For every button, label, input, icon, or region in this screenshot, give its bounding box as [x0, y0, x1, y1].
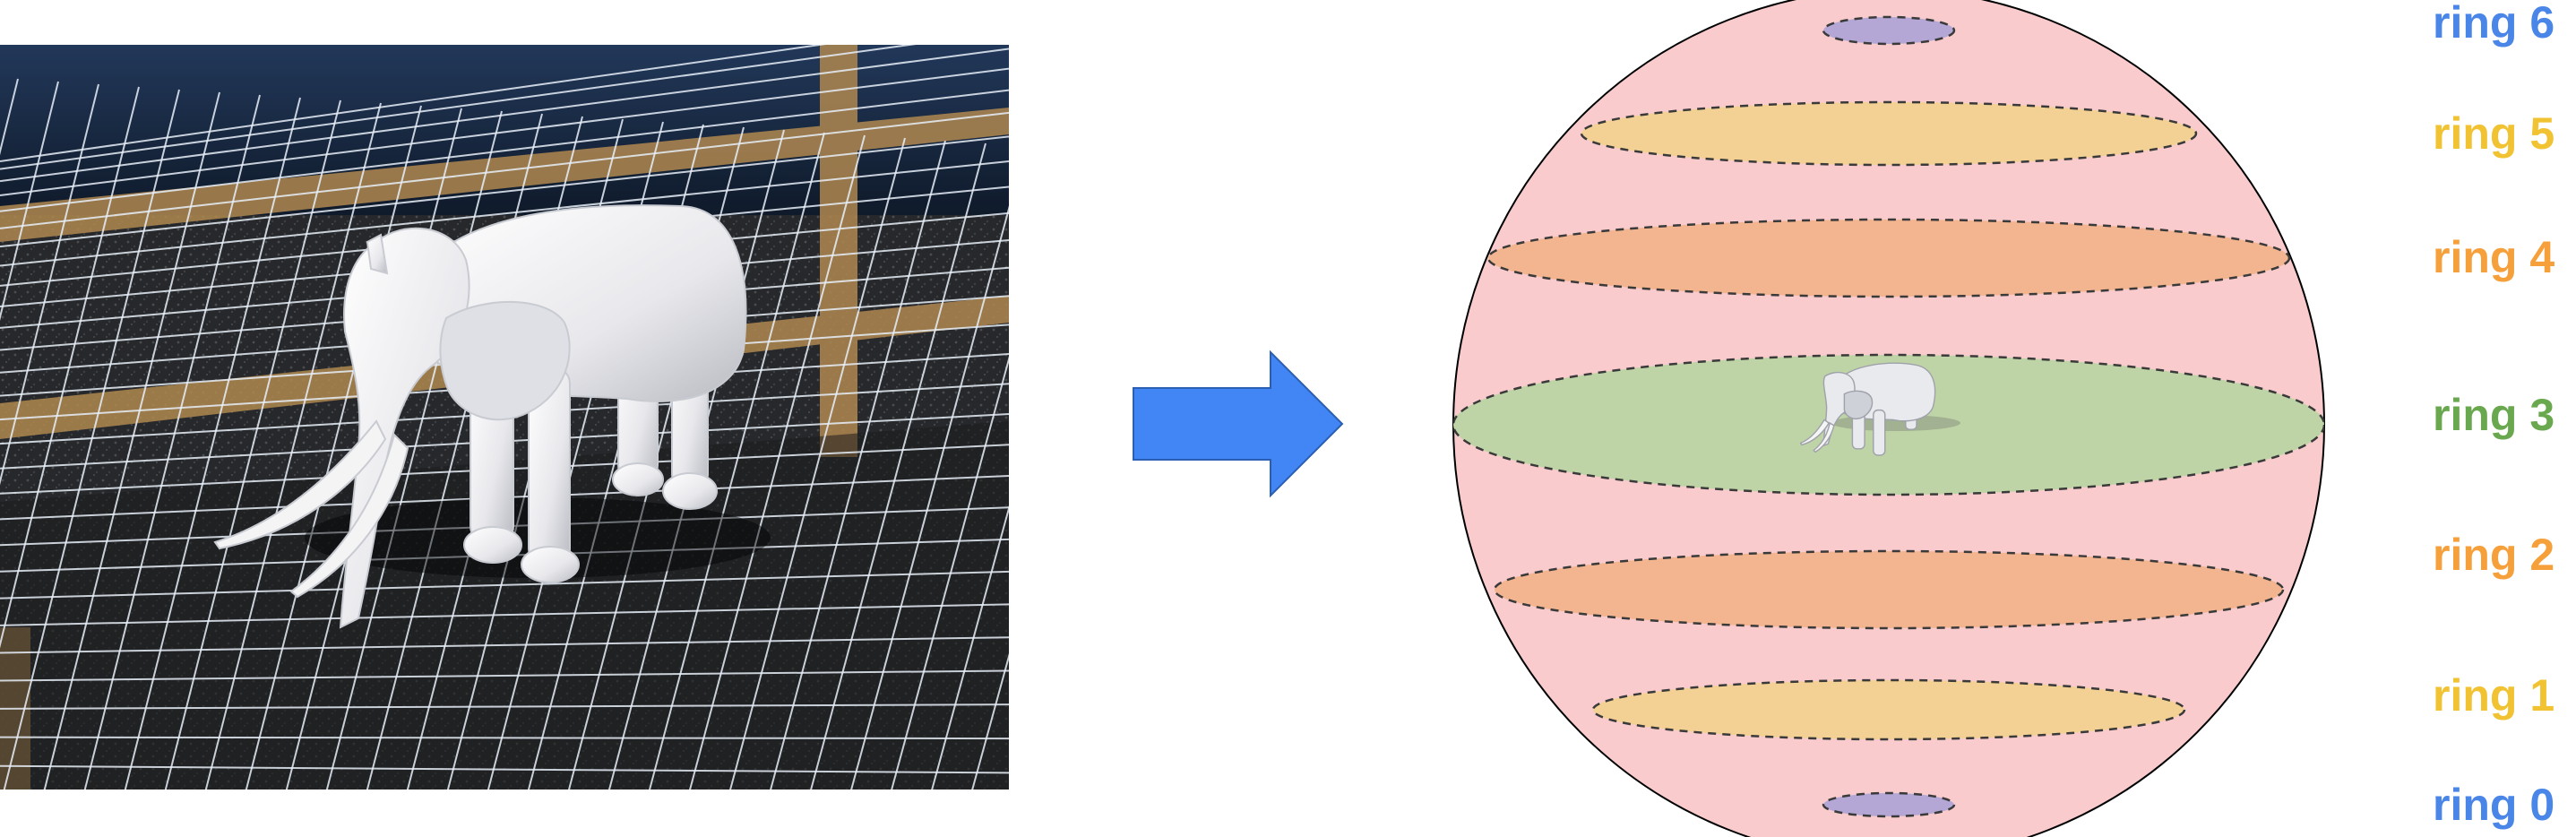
- grid-line: [1089, 162, 1268, 807]
- grid-line: [0, 703, 1009, 710]
- grid-line: [971, 652, 1009, 790]
- grid-line: [0, 83, 99, 486]
- grid-line: [0, 81, 59, 322]
- grid-line: [1048, 160, 1228, 807]
- ring-band: [1822, 15, 1956, 46]
- grid-line: [729, 137, 906, 790]
- grid-line: [931, 505, 1009, 790]
- grid-line: [0, 67, 1009, 197]
- grid-line: [0, 824, 1009, 837]
- elephant-icon: [213, 204, 747, 629]
- grid-line: [0, 86, 140, 649]
- elephant-on-grid-photo: [0, 45, 1469, 837]
- right-arrow-icon: [1133, 349, 1344, 498]
- grid-line: [245, 105, 422, 790]
- grid-line: [0, 135, 1009, 248]
- grid-line: [43, 91, 220, 790]
- grid-line: [770, 140, 946, 790]
- grid-line: [0, 669, 1009, 682]
- grid-line: [0, 45, 917, 170]
- ring-label: ring 2: [2433, 530, 2554, 580]
- grid-line: [0, 160, 1009, 267]
- grid-line: [649, 132, 825, 790]
- grid-line: [0, 636, 1009, 654]
- grid-line: [1008, 157, 1187, 807]
- grid-line: [0, 89, 1009, 212]
- grid-line: [124, 97, 301, 790]
- ring-label: ring 6: [2433, 0, 2554, 47]
- grid-line: [0, 795, 1009, 807]
- grid-line: [0, 111, 1009, 229]
- ring-label: ring 1: [2433, 670, 2554, 721]
- ring-band: [1493, 549, 2285, 630]
- grid-line: [0, 570, 1009, 600]
- ring-band: [1591, 678, 2186, 741]
- ring-label: ring 5: [2433, 108, 2554, 159]
- grid-line: [1169, 168, 1348, 807]
- sphere-elephant-icon: [1799, 362, 1960, 456]
- grid-line: [325, 110, 503, 790]
- ring-band: [1580, 100, 2198, 167]
- ring-label: ring 4: [2433, 232, 2554, 282]
- grid-line: [0, 764, 1009, 774]
- ring-label: ring 0: [2433, 780, 2554, 830]
- grid-line: [204, 102, 382, 790]
- ring-band: [1822, 791, 1956, 818]
- ring-label: ring 3: [2433, 390, 2554, 440]
- grid-line: [0, 45, 826, 162]
- perspective-grid: [0, 45, 1469, 837]
- grid-line: [689, 134, 866, 790]
- grid-line: [810, 142, 986, 790]
- grid-line: [1290, 176, 1469, 807]
- ring-band: [1453, 353, 2324, 496]
- ring-band: [1486, 218, 2291, 298]
- grid-line: [83, 94, 261, 790]
- grid-line: [164, 99, 341, 790]
- grid-line: [1210, 170, 1389, 807]
- grid-line: [0, 603, 1009, 626]
- grid-line: [850, 205, 1009, 790]
- grid-line: [3, 89, 180, 790]
- grid-line: [0, 47, 1009, 183]
- view-sphere: [1452, 0, 2325, 837]
